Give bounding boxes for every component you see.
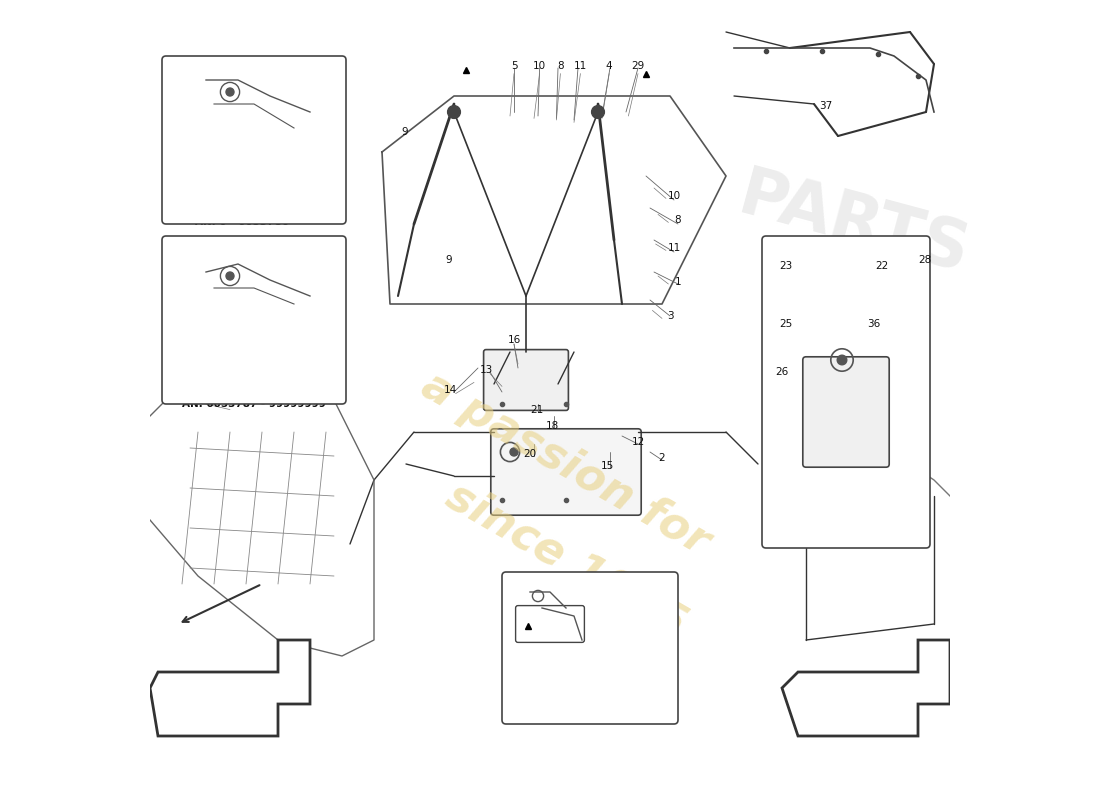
Text: 12: 12 — [631, 437, 645, 446]
FancyBboxPatch shape — [484, 350, 569, 410]
Text: since 1985: since 1985 — [439, 474, 693, 646]
Text: 19: 19 — [196, 394, 209, 403]
Text: 2: 2 — [659, 453, 666, 462]
Text: AN. 6053787 - 99999999: AN. 6053787 - 99999999 — [183, 399, 326, 409]
Circle shape — [226, 88, 234, 96]
Text: 36: 36 — [868, 319, 881, 329]
Circle shape — [510, 448, 518, 456]
Text: PARTS: PARTS — [732, 162, 977, 286]
Text: a passion for: a passion for — [415, 364, 717, 564]
FancyBboxPatch shape — [762, 236, 930, 548]
Circle shape — [837, 355, 847, 365]
Text: 11: 11 — [574, 61, 587, 70]
Text: 20: 20 — [524, 450, 537, 459]
Text: 37: 37 — [820, 101, 833, 110]
Polygon shape — [782, 640, 950, 736]
Text: 20: 20 — [209, 365, 222, 374]
Text: 30: 30 — [300, 243, 312, 253]
Text: 22: 22 — [876, 261, 889, 270]
Text: 9: 9 — [402, 127, 408, 137]
Text: 4: 4 — [606, 61, 613, 70]
Text: 29: 29 — [631, 61, 645, 70]
FancyBboxPatch shape — [162, 236, 346, 404]
Text: 26: 26 — [776, 367, 789, 377]
Circle shape — [592, 106, 604, 118]
Text: 5: 5 — [510, 61, 517, 70]
Circle shape — [226, 272, 234, 280]
Text: 8: 8 — [557, 61, 563, 70]
FancyBboxPatch shape — [803, 357, 889, 467]
Text: 18: 18 — [546, 422, 559, 431]
Text: 30: 30 — [300, 61, 312, 70]
Text: AN. 0 - 6001689: AN. 0 - 6001689 — [543, 711, 637, 721]
Polygon shape — [150, 640, 310, 736]
Text: 16: 16 — [507, 335, 520, 345]
Text: AN. 0 - 6053786: AN. 0 - 6053786 — [195, 218, 289, 227]
Text: 13: 13 — [480, 365, 493, 374]
FancyBboxPatch shape — [502, 572, 678, 724]
Text: 15: 15 — [601, 461, 614, 470]
Text: 33: 33 — [576, 607, 588, 617]
Text: 1: 1 — [674, 277, 681, 286]
Text: 3: 3 — [667, 311, 673, 321]
Text: = 34: = 34 — [534, 618, 559, 627]
FancyBboxPatch shape — [516, 606, 584, 642]
Text: 27: 27 — [868, 386, 881, 395]
Text: 23: 23 — [780, 261, 793, 270]
Text: 10: 10 — [534, 61, 547, 70]
Circle shape — [448, 106, 461, 118]
Text: 25: 25 — [780, 319, 793, 329]
Text: 10: 10 — [668, 191, 681, 201]
FancyBboxPatch shape — [491, 429, 641, 515]
Text: 28: 28 — [917, 255, 931, 265]
Text: 21: 21 — [530, 405, 543, 414]
Text: 14: 14 — [443, 386, 456, 395]
Text: 31: 31 — [190, 74, 202, 83]
Text: 35: 35 — [176, 271, 188, 281]
Text: 9: 9 — [446, 255, 452, 265]
Text: 32: 32 — [580, 575, 592, 585]
Text: 11: 11 — [668, 243, 681, 253]
Text: 8: 8 — [674, 215, 681, 225]
FancyBboxPatch shape — [162, 56, 346, 224]
Text: 17: 17 — [173, 85, 185, 94]
